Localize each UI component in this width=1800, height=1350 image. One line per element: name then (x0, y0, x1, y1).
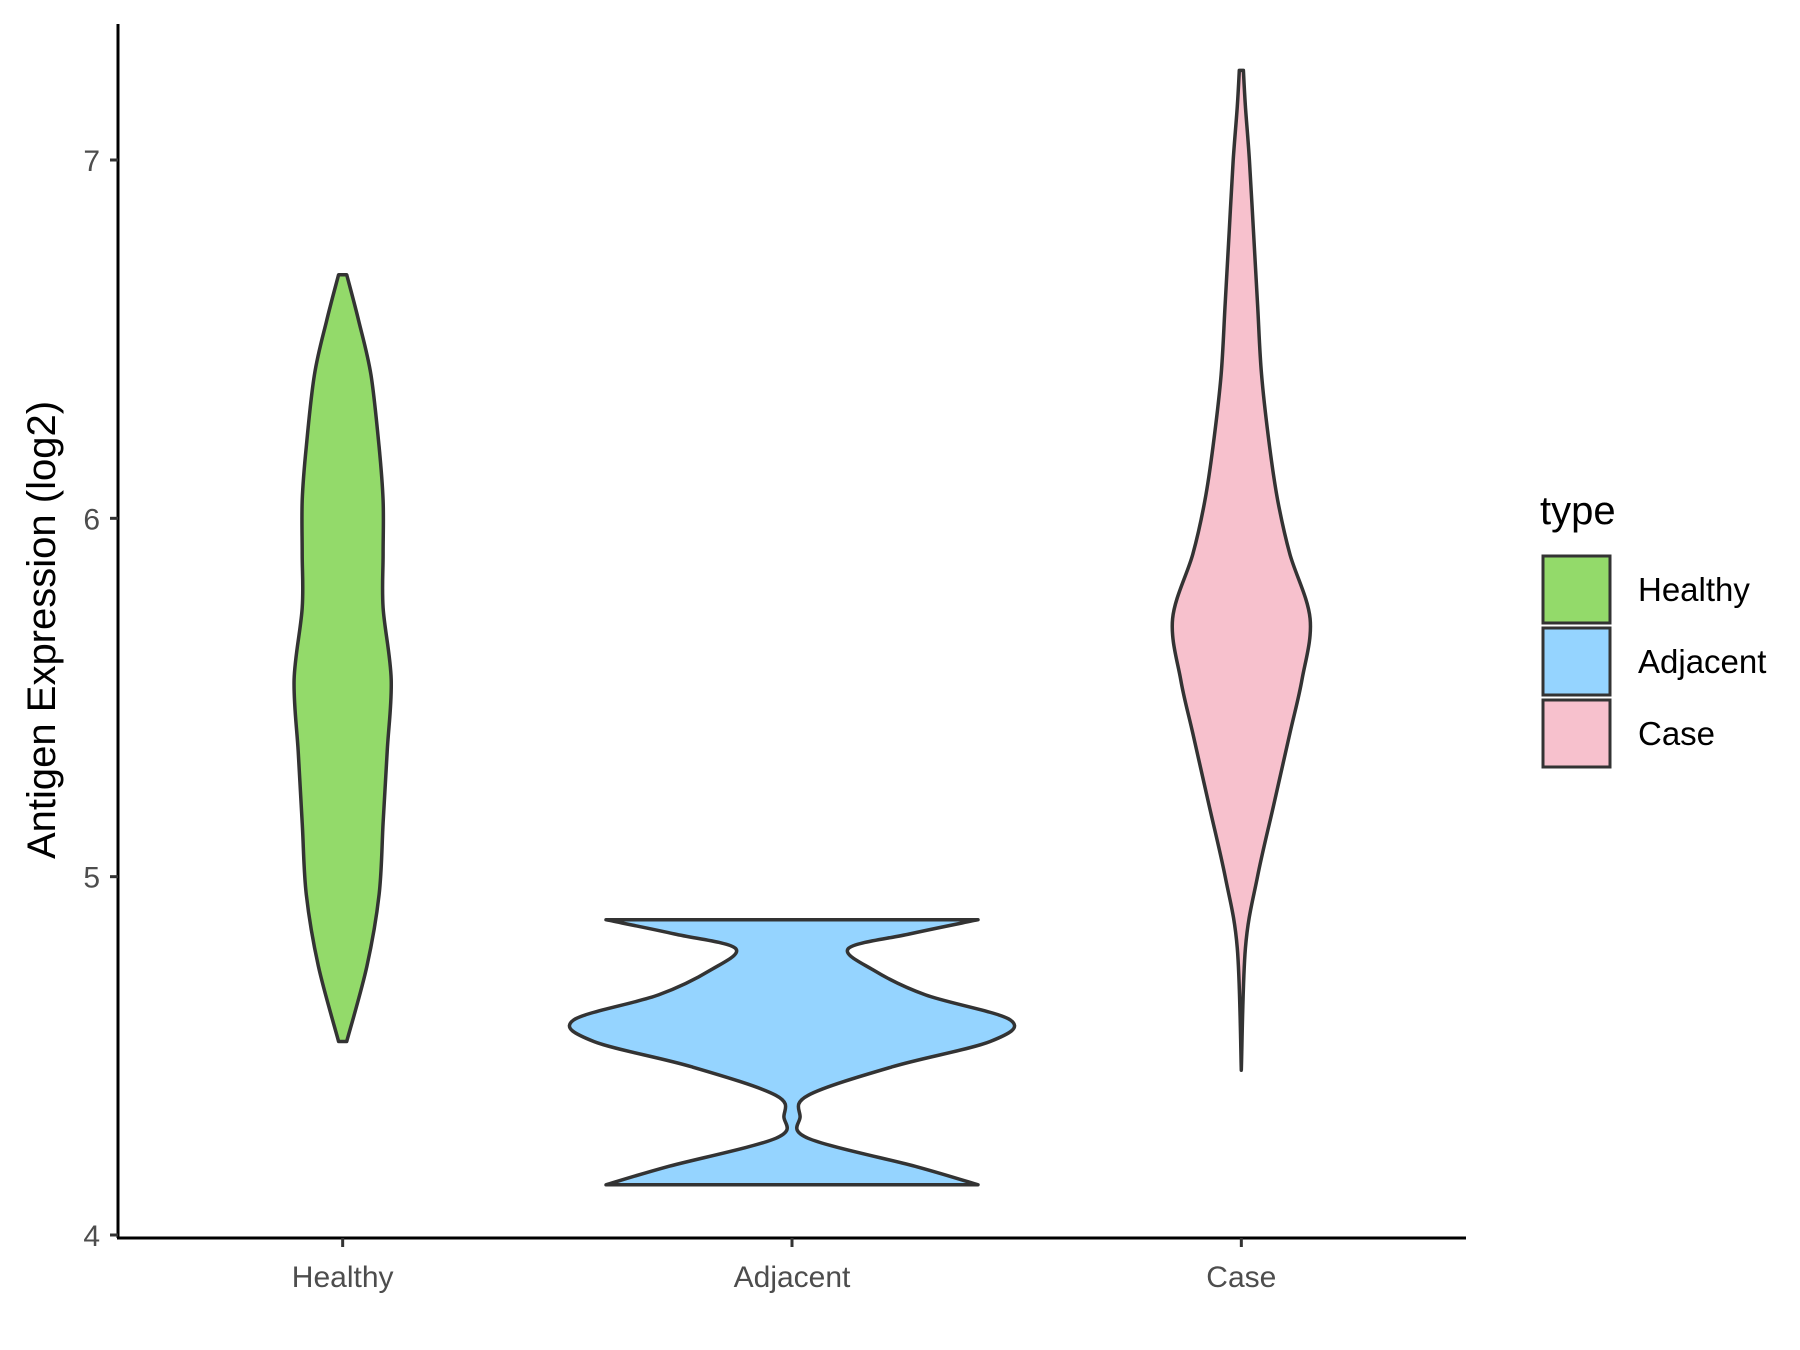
violin-healthy (292, 272, 394, 1044)
x-tick-label-adjacent: Adjacent (734, 1261, 851, 1294)
legend-swatch-adjacent (1541, 626, 1612, 697)
y-axis-title: Antigen Expression (log2) (20, 401, 64, 859)
legend-swatch-case (1541, 698, 1612, 769)
violin-adjacent (567, 917, 1017, 1187)
legend-swatch-healthy (1541, 554, 1612, 625)
violin-layer (292, 68, 1313, 1187)
x-tick-label-case: Case (1206, 1261, 1276, 1294)
legend: type Healthy Adjacent Case (1540, 489, 1766, 769)
legend-items: Healthy Adjacent Case (1541, 554, 1766, 769)
violin-case (1170, 68, 1313, 1072)
y-tick-label: 7 (83, 145, 100, 178)
y-axis-ticks: 4 5 6 7 (83, 145, 118, 1253)
x-axis-ticks: Healthy Adjacent Case (292, 1238, 1276, 1294)
legend-label-case: Case (1638, 715, 1715, 752)
y-tick-label: 4 (83, 1220, 100, 1253)
legend-label-adjacent: Adjacent (1638, 643, 1766, 680)
legend-label-healthy: Healthy (1638, 571, 1750, 608)
y-tick-label: 6 (83, 503, 100, 536)
x-tick-label-healthy: Healthy (292, 1261, 394, 1294)
legend-title: type (1540, 489, 1616, 533)
y-tick-label: 5 (83, 862, 100, 895)
